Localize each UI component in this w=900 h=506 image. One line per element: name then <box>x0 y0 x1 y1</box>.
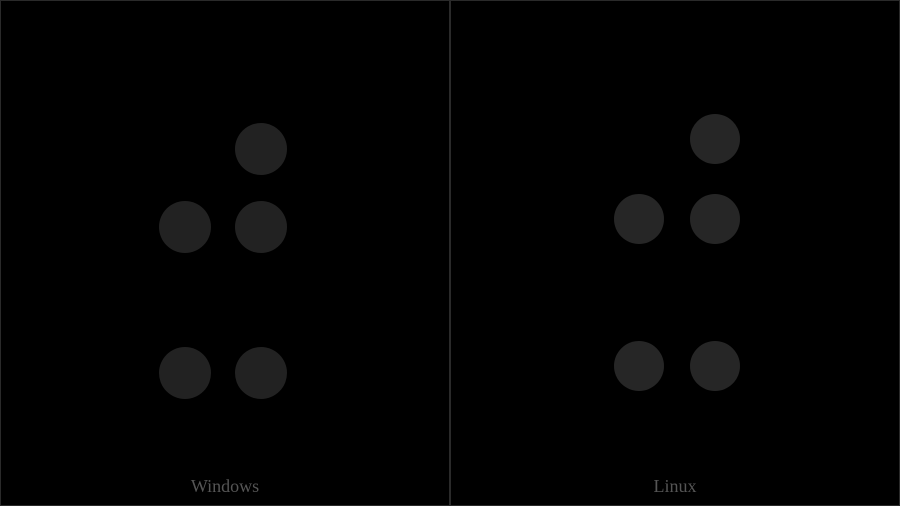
braille-dot <box>690 194 740 244</box>
braille-dot <box>159 347 211 399</box>
braille-dot <box>690 341 740 391</box>
panel-windows: Windows <box>0 0 450 506</box>
braille-dot <box>614 341 664 391</box>
braille-glyph-windows <box>1 1 449 505</box>
panel-linux: Linux <box>450 0 900 506</box>
braille-dot <box>159 201 211 253</box>
panel-label-windows: Windows <box>191 476 259 497</box>
panel-label-linux: Linux <box>654 476 697 497</box>
braille-dot <box>235 123 287 175</box>
braille-dot <box>235 201 287 253</box>
braille-dot <box>235 347 287 399</box>
braille-dot <box>614 194 664 244</box>
braille-glyph-linux <box>451 1 899 505</box>
braille-dot <box>690 114 740 164</box>
